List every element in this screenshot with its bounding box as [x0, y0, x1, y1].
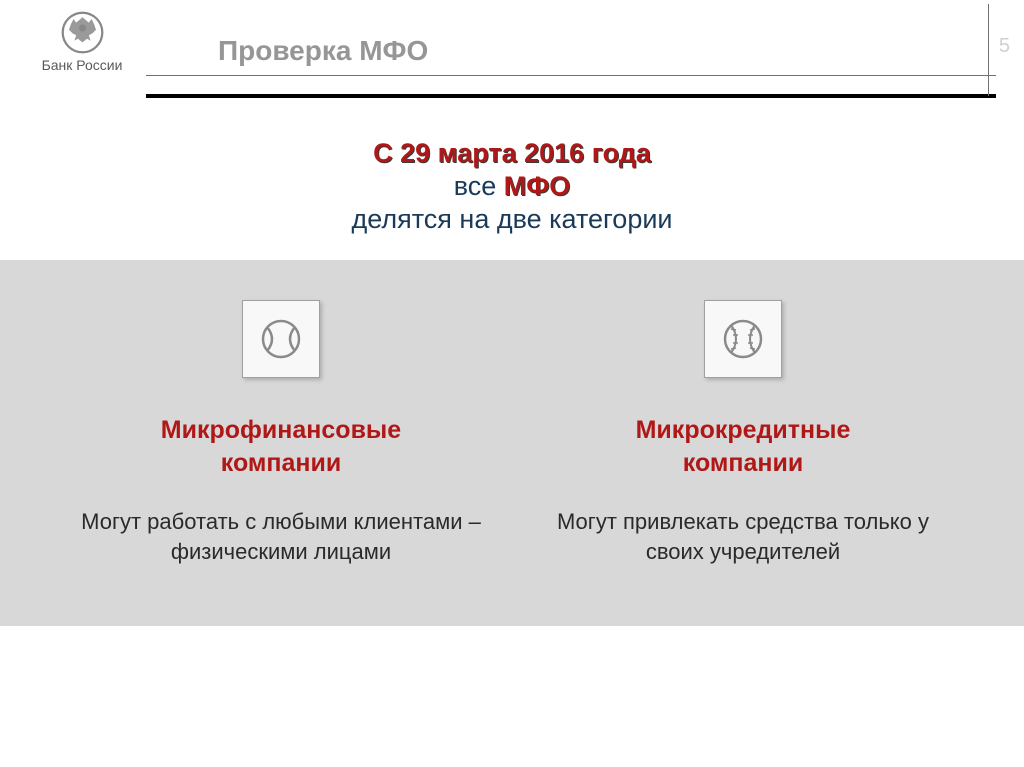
- category-microcredit: Микрокредитные компании Могут привлекать…: [512, 300, 974, 566]
- intro-mfo-line: все МФО: [0, 171, 1024, 202]
- baseball-icon: [721, 317, 765, 361]
- category-title-line1: Микрокредитные: [636, 416, 851, 444]
- header-thin-divider: [146, 75, 996, 76]
- header-vertical-divider: [988, 4, 989, 96]
- icon-box-microfinance: [242, 300, 320, 378]
- category-title-line2: компании: [683, 449, 803, 477]
- category-title-microcredit: Микрокредитные компании: [532, 414, 954, 479]
- category-description-microfinance: Могут работать с любыми клиентами – физи…: [70, 507, 492, 566]
- category-title-line1: Микрофинансовые: [161, 416, 401, 444]
- intro-categories-line: делятся на две категории: [0, 204, 1024, 235]
- categories-panel: Микрофинансовые компании Могут работать …: [0, 260, 1024, 626]
- intro-date-line: С 29 марта 2016 года: [0, 138, 1024, 169]
- icon-box-microcredit: [704, 300, 782, 378]
- intro-mfo-highlight: МФО: [504, 171, 571, 201]
- category-title-line2: компании: [221, 449, 341, 477]
- slide-header: Банк России Проверка МФО 5: [0, 0, 1024, 100]
- intro-text-block: С 29 марта 2016 года все МФО делятся на …: [0, 100, 1024, 260]
- category-title-microfinance: Микрофинансовые компании: [70, 414, 492, 479]
- header-thick-divider: [146, 94, 996, 98]
- page-number: 5: [999, 35, 1010, 58]
- bank-eagle-logo-icon: [60, 10, 105, 55]
- category-description-microcredit: Могут привлекать средства только у своих…: [532, 507, 954, 566]
- page-title: Проверка МФО: [218, 35, 428, 67]
- tennis-ball-icon: [259, 317, 303, 361]
- bank-logo-label: Банк России: [32, 57, 132, 73]
- category-microfinance: Микрофинансовые компании Могут работать …: [50, 300, 512, 566]
- intro-prefix: все: [454, 171, 504, 201]
- bank-logo-container: Банк России: [32, 10, 132, 73]
